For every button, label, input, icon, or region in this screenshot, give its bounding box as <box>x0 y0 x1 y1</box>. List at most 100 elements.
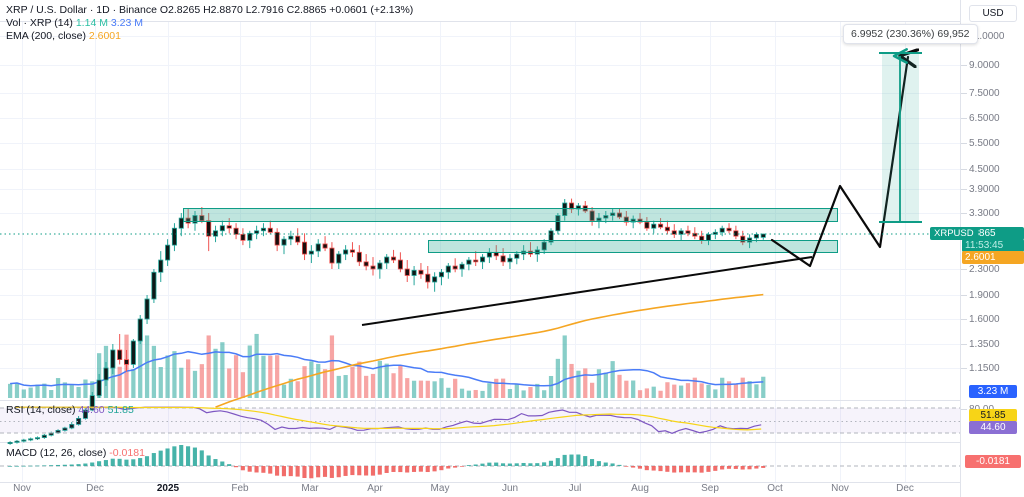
macd-pane-legend[interactable]: MACD (12, 26, close) -0.0181 <box>6 447 145 459</box>
pane-separator-top <box>0 21 1024 22</box>
candle-body <box>329 247 335 264</box>
candle-body <box>336 253 342 264</box>
rsi-title[interactable]: RSI (14, close) <box>6 404 76 416</box>
price-projection-path[interactable] <box>770 57 908 268</box>
volume-bar <box>631 380 636 398</box>
candle-body <box>254 230 260 234</box>
legend-row-volume[interactable]: Vol · XRP (14) 1.14 M 3.23 M <box>6 17 413 30</box>
candle-body <box>34 437 41 440</box>
macd-histogram-bar <box>295 466 300 477</box>
support-zone-rectangle[interactable] <box>428 240 838 253</box>
volume-bar <box>233 355 239 398</box>
volume-bar <box>548 375 554 398</box>
candle-body <box>391 256 397 261</box>
macd-histogram-bar <box>21 465 26 467</box>
candle-body <box>247 232 253 241</box>
macd-histogram-bar <box>28 465 33 467</box>
volume-indicator-title[interactable]: Vol · XRP (14) <box>6 17 73 29</box>
macd-histogram-bar <box>158 450 163 466</box>
macd-histogram-bar <box>576 454 581 466</box>
volume-bar <box>617 374 622 398</box>
volume-bar <box>569 363 574 398</box>
volume-bar <box>720 377 725 398</box>
resistance-zone-rectangle[interactable] <box>183 208 838 222</box>
volume-bar <box>761 376 766 398</box>
volume-bar <box>699 383 704 398</box>
macd-histogram-bar <box>199 450 204 466</box>
legend-row-symbol[interactable]: XRP / U.S. Dollar · 1D · Binance O2.8265… <box>6 4 413 17</box>
rsi-band <box>0 408 960 433</box>
candle-body <box>548 230 554 243</box>
macd-histogram-bar <box>254 466 259 473</box>
candle-body <box>733 230 739 237</box>
macd-histogram-bar <box>377 466 382 475</box>
volume-bar <box>494 378 499 398</box>
macd-histogram-bar <box>90 462 95 466</box>
macd-histogram-bar <box>733 466 738 469</box>
volume-bar <box>542 390 547 398</box>
volume-bar <box>254 333 259 398</box>
legend-row-ema[interactable]: EMA (200, close) 2.6001 <box>6 30 413 43</box>
macd-histogram-bar <box>699 466 704 473</box>
candle-body <box>192 215 198 224</box>
axis-tick-mark <box>961 269 967 270</box>
axis-tick-mark <box>961 118 967 119</box>
axis-tick-mark <box>961 143 967 144</box>
macd-histogram-bar <box>528 463 533 466</box>
candle-body <box>589 210 595 222</box>
candle-body <box>473 259 479 263</box>
candle-body <box>308 250 314 255</box>
volume-bar <box>624 380 629 398</box>
volume-ma-line <box>10 350 764 387</box>
candle-body <box>685 230 691 234</box>
time-axis-label: Dec <box>896 483 914 494</box>
candle-body <box>562 202 568 216</box>
rsi-ma-badge: 51.85 <box>969 409 1017 422</box>
volume-bar <box>151 345 157 398</box>
axis-tick-mark <box>961 295 967 296</box>
macd-histogram-bar <box>446 466 451 469</box>
candle-body <box>514 253 520 259</box>
trendline-support[interactable] <box>361 256 813 326</box>
macd-histogram-bar <box>473 464 478 466</box>
price-axis[interactable]: USD 11.0000 9.0000 7.5000 6.5000 5.5000 4.500… <box>960 0 1024 497</box>
macd-histogram-bar <box>411 466 417 472</box>
macd-histogram-bar <box>370 466 375 476</box>
macd-histogram-bar <box>55 464 61 466</box>
macd-histogram-bar <box>144 456 150 466</box>
macd-histogram-bar <box>398 466 403 473</box>
macd-histogram-bar <box>548 460 554 466</box>
volume-bar <box>377 360 382 398</box>
volume-bar <box>69 385 74 398</box>
macd-histogram-bar <box>138 458 143 466</box>
ohlc-open: O2.8265 <box>159 4 201 16</box>
candle-body <box>96 379 102 397</box>
macd-histogram-bar <box>384 466 389 473</box>
macd-histogram-bar <box>624 466 629 467</box>
candle-body <box>630 218 636 223</box>
candle-body <box>356 251 362 263</box>
price-change: +0.0601 (+2.13%) <box>329 4 414 16</box>
macd-histogram-bar <box>665 466 670 472</box>
volume-bar <box>507 389 513 398</box>
macd-histogram-bar <box>692 466 697 473</box>
currency-selector[interactable]: USD <box>969 5 1017 22</box>
candle-body <box>185 217 191 224</box>
volume-bar <box>637 390 643 398</box>
macd-title[interactable]: MACD (12, 26, close) <box>6 447 107 459</box>
macd-histogram-bar <box>432 466 437 472</box>
candle-body <box>69 423 75 429</box>
volume-bar <box>247 345 252 398</box>
ema-indicator-title[interactable]: EMA (200, close) <box>6 30 86 42</box>
volume-bar <box>589 382 595 398</box>
macd-badge: -0.0181 <box>965 455 1021 468</box>
macd-histogram-bar <box>720 466 725 470</box>
candle-body <box>171 227 177 246</box>
volume-bar <box>555 358 560 398</box>
macd-histogram-bar <box>69 464 74 466</box>
macd-histogram-bar <box>233 466 239 468</box>
symbol-title[interactable]: XRP / U.S. Dollar · 1D · Binance <box>6 4 157 16</box>
time-axis[interactable]: Nov Dec 2025 Feb Mar Apr May Jun Jul Aug Sep Oct Nov… <box>0 483 1024 497</box>
rsi-pane-legend[interactable]: RSI (14, close) 44.60 51.85 <box>6 404 134 416</box>
